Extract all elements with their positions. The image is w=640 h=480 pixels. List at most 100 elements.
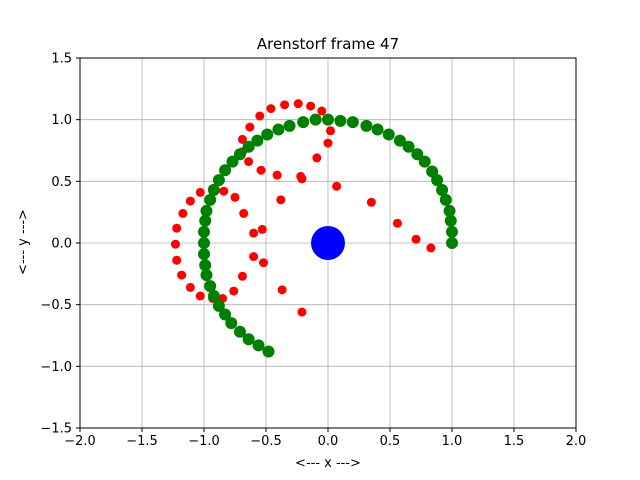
green-point <box>242 140 255 153</box>
red-point <box>172 223 182 233</box>
chart-title: Arenstorf frame 47 <box>257 35 399 53</box>
y-tick-label: 0.5 <box>51 175 72 190</box>
red-point <box>259 258 269 268</box>
red-point <box>426 243 436 253</box>
red-point <box>280 100 290 110</box>
x-tick-label: −2.0 <box>64 434 96 449</box>
green-point <box>198 237 210 249</box>
green-point <box>283 119 296 132</box>
green-point <box>322 113 334 126</box>
red-point <box>257 224 267 234</box>
red-point <box>296 171 306 181</box>
red-point <box>177 270 187 280</box>
red-point <box>366 197 376 207</box>
red-point <box>185 282 195 292</box>
green-point <box>402 140 415 153</box>
blue-body <box>311 226 345 260</box>
green-point <box>199 259 212 272</box>
green-point <box>334 114 347 127</box>
red-point <box>230 192 240 202</box>
y-tick-label: −0.5 <box>40 298 72 313</box>
green-point <box>198 248 210 261</box>
y-tick-label: −1.5 <box>40 422 72 437</box>
green-point <box>251 134 264 147</box>
red-point <box>195 187 205 197</box>
green-point <box>212 174 225 187</box>
green-point <box>444 214 457 227</box>
green-point <box>411 148 424 161</box>
x-tick-label: 1.0 <box>442 434 463 449</box>
green-point <box>200 204 213 217</box>
red-point <box>411 234 421 244</box>
green-point <box>382 128 395 141</box>
green-point <box>418 155 431 168</box>
red-point <box>178 208 188 218</box>
red-point <box>239 208 249 218</box>
red-point <box>312 153 322 163</box>
green-point <box>297 116 310 129</box>
green-point <box>272 123 285 136</box>
x-tick-label: −1.0 <box>188 434 220 449</box>
x-tick-label: 2.0 <box>566 434 587 449</box>
red-point <box>293 99 303 109</box>
green-point <box>207 290 220 303</box>
green-point <box>207 183 220 196</box>
green-point <box>233 325 246 338</box>
red-point <box>332 181 342 191</box>
green-point <box>252 339 265 352</box>
axis-ticks: −2.0 −1.5 −1.0 −0.5 0.0 0.5 1.0 1.5 2.0−1.5−1.0−… <box>40 52 586 450</box>
red-point <box>317 106 327 116</box>
red-point <box>170 239 180 249</box>
green-point <box>242 333 255 346</box>
green-point <box>360 119 373 132</box>
green-point <box>446 225 458 238</box>
green-point <box>204 280 217 293</box>
x-tick-label: 1.5 <box>504 434 525 449</box>
y-tick-label: 1.0 <box>51 113 72 128</box>
green-point <box>225 317 238 330</box>
green-point <box>219 164 232 177</box>
green-point <box>371 123 384 136</box>
y-tick-label: −1.0 <box>40 360 72 375</box>
red-point <box>249 252 259 262</box>
y-tick-label: 1.5 <box>51 52 72 67</box>
red-point <box>255 111 265 121</box>
green-point <box>439 193 452 206</box>
red-point <box>323 138 333 148</box>
green-point <box>261 128 274 141</box>
red-point <box>256 165 266 175</box>
red-point <box>392 218 402 228</box>
x-tick-label: 0.0 <box>318 434 339 449</box>
green-point <box>204 193 217 206</box>
x-tick-label: 0.5 <box>380 434 401 449</box>
red-point <box>249 228 259 238</box>
red-point <box>245 122 255 132</box>
x-tick-label: −1.5 <box>126 434 158 449</box>
x-tick-label: −0.5 <box>250 434 282 449</box>
green-point <box>198 225 210 238</box>
red-point <box>276 195 286 205</box>
red-point <box>237 271 247 281</box>
green-point <box>212 299 225 312</box>
red-point <box>277 285 287 295</box>
x-axis-label: <--- x ---> <box>295 456 361 471</box>
y-tick-label: 0.0 <box>51 237 72 252</box>
red-point <box>306 101 316 111</box>
green-point <box>436 183 449 196</box>
green-point <box>346 116 359 129</box>
red-point <box>237 134 247 144</box>
green-point <box>262 345 275 358</box>
green-point <box>426 165 439 178</box>
green-point <box>233 148 246 161</box>
red-point <box>244 157 254 167</box>
green-point <box>219 308 232 321</box>
green-point <box>199 214 212 227</box>
red-point <box>266 104 276 114</box>
green-point <box>226 155 239 168</box>
green-point <box>200 269 213 282</box>
red-point <box>172 255 182 265</box>
red-point <box>185 196 195 206</box>
red-point <box>219 186 229 196</box>
green-point <box>443 204 456 217</box>
